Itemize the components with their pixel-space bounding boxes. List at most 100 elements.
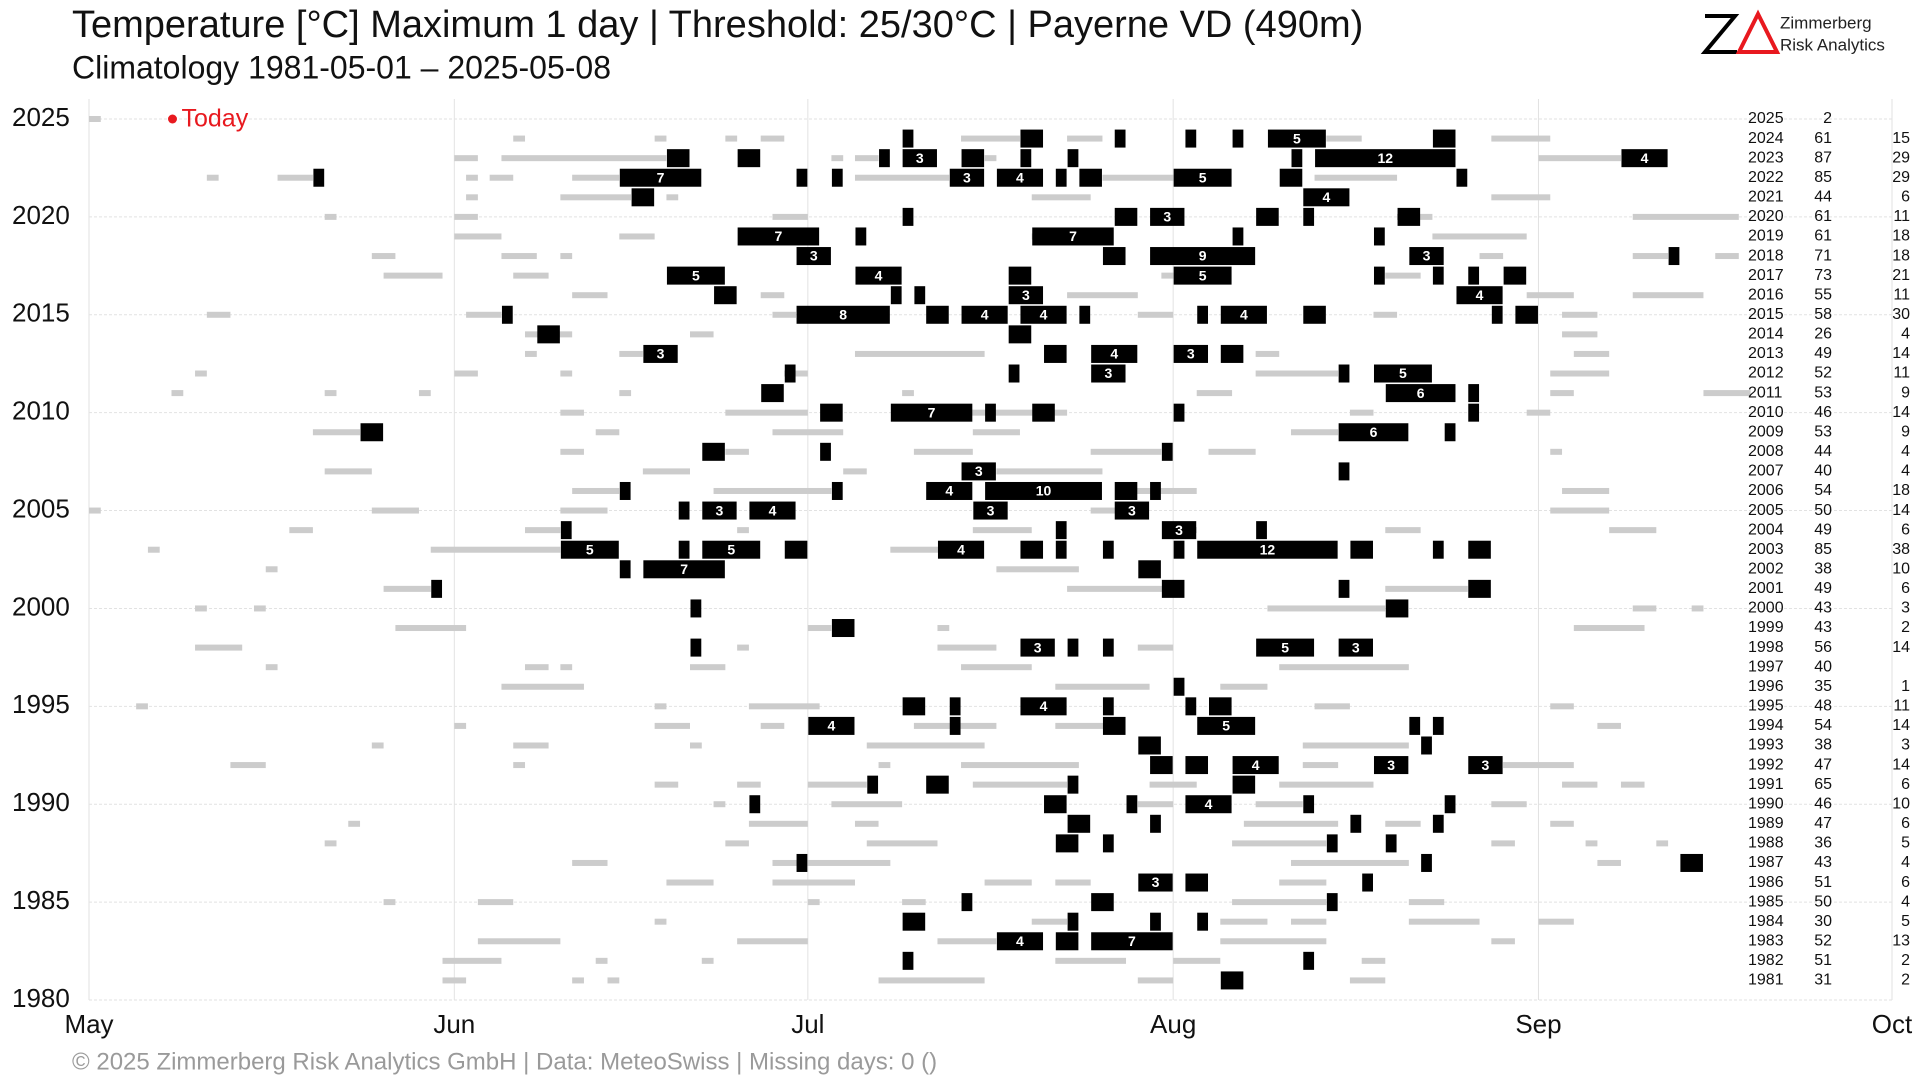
today-marker [167, 114, 177, 124]
hot-run [890, 546, 950, 553]
row-very-hot-days: 29 [1892, 169, 1910, 186]
hot-run [1656, 840, 1669, 847]
row-year: 2007 [1748, 463, 1784, 480]
very-hot-run [1432, 814, 1444, 833]
hot-run [454, 370, 478, 377]
row-very-hot-days: 15 [1892, 130, 1910, 147]
hot-run [253, 605, 266, 612]
row-very-hot-days: 2 [1901, 972, 1910, 989]
very-hot-run [855, 266, 902, 285]
run-length-label: 3 [1034, 639, 1042, 655]
hot-run [1055, 722, 1115, 729]
very-hot-run [702, 442, 725, 461]
row-hot-days: 48 [1814, 698, 1832, 715]
row-year: 2019 [1748, 228, 1784, 245]
hot-run [807, 899, 820, 906]
row-hot-days: 43 [1814, 600, 1832, 617]
very-hot-run [996, 168, 1044, 187]
row-hot-days: 46 [1814, 795, 1832, 812]
row-year: 1983 [1748, 932, 1784, 949]
very-hot-run [1055, 521, 1067, 540]
hot-run [654, 703, 667, 710]
run-length-label: 3 [1187, 346, 1195, 362]
run-length-label: 10 [1036, 483, 1052, 499]
row-very-hot-days: 14 [1892, 502, 1910, 519]
very-hot-run [1409, 247, 1444, 266]
very-hot-run [1150, 912, 1161, 931]
hot-run [1632, 605, 1657, 612]
run-length-label: 3 [1022, 287, 1030, 303]
row-hot-days: 49 [1814, 345, 1832, 362]
hot-run [383, 272, 443, 279]
very-hot-run [1232, 775, 1256, 794]
row-hot-days: 26 [1814, 326, 1832, 343]
hot-run [748, 820, 808, 827]
run-length-label: 5 [727, 541, 735, 557]
hot-run [289, 527, 313, 534]
hot-run [654, 722, 690, 729]
chart-subtitle: Climatology 1981-05-01 – 2025-05-08 [72, 49, 611, 85]
row-hot-days: 44 [1814, 443, 1832, 460]
very-hot-run [1338, 423, 1409, 442]
x-tick-label: Sep [1515, 1009, 1561, 1039]
x-tick-label: Jun [433, 1009, 475, 1039]
very-hot-run [702, 501, 737, 520]
row-very-hot-days: 14 [1892, 639, 1910, 656]
very-hot-run [1409, 716, 1421, 735]
very-hot-run [796, 305, 890, 324]
hot-run [642, 468, 690, 475]
run-length-label: 4 [769, 502, 777, 518]
hot-run [961, 409, 1068, 416]
very-hot-run [949, 716, 961, 735]
very-hot-run [1067, 912, 1079, 931]
hot-run [1562, 487, 1610, 494]
run-length-label: 3 [1152, 874, 1160, 890]
very-hot-run [1680, 853, 1703, 872]
row-year: 1991 [1748, 776, 1784, 793]
row-year: 1981 [1748, 972, 1784, 989]
very-hot-run [985, 403, 996, 422]
row-very-hot-days: 6 [1901, 521, 1910, 538]
x-tick-label: May [64, 1009, 113, 1039]
very-hot-run [1114, 207, 1138, 226]
hot-run [972, 781, 1068, 788]
hot-run [666, 194, 679, 201]
very-hot-run [1256, 521, 1267, 540]
run-length-label: 8 [839, 306, 847, 322]
hot-run [1220, 938, 1327, 945]
very-hot-run [1220, 971, 1244, 990]
hot-run [1408, 899, 1445, 906]
hot-run [371, 253, 396, 260]
hot-run [265, 566, 278, 573]
hot-run [1715, 253, 1739, 260]
very-hot-run [714, 286, 737, 305]
row-very-hot-days: 2 [1901, 952, 1910, 969]
very-hot-run [926, 775, 949, 794]
row-hot-days: 43 [1814, 854, 1832, 871]
very-hot-run [996, 932, 1044, 951]
very-hot-run [1362, 873, 1373, 892]
very-hot-run [1102, 834, 1114, 853]
row-hot-days: 47 [1814, 756, 1832, 773]
very-hot-run [1468, 384, 1480, 403]
hot-run [560, 194, 632, 201]
hot-run [560, 409, 584, 416]
hot-run [1385, 272, 1421, 279]
hot-run [430, 546, 561, 553]
very-hot-run [1114, 501, 1150, 520]
very-hot-run [855, 227, 867, 246]
hot-run [1137, 801, 1174, 808]
hot-run [572, 174, 620, 181]
very-hot-run [360, 423, 384, 442]
very-hot-run [902, 697, 926, 716]
very-hot-run [737, 149, 761, 168]
row-year: 1990 [1748, 795, 1784, 812]
hot-run [195, 370, 207, 377]
very-hot-run [961, 462, 996, 481]
hot-run [1562, 311, 1598, 318]
hot-run [654, 135, 667, 142]
hot-run [1491, 135, 1551, 142]
hot-run [371, 742, 384, 749]
hot-run [666, 879, 714, 886]
